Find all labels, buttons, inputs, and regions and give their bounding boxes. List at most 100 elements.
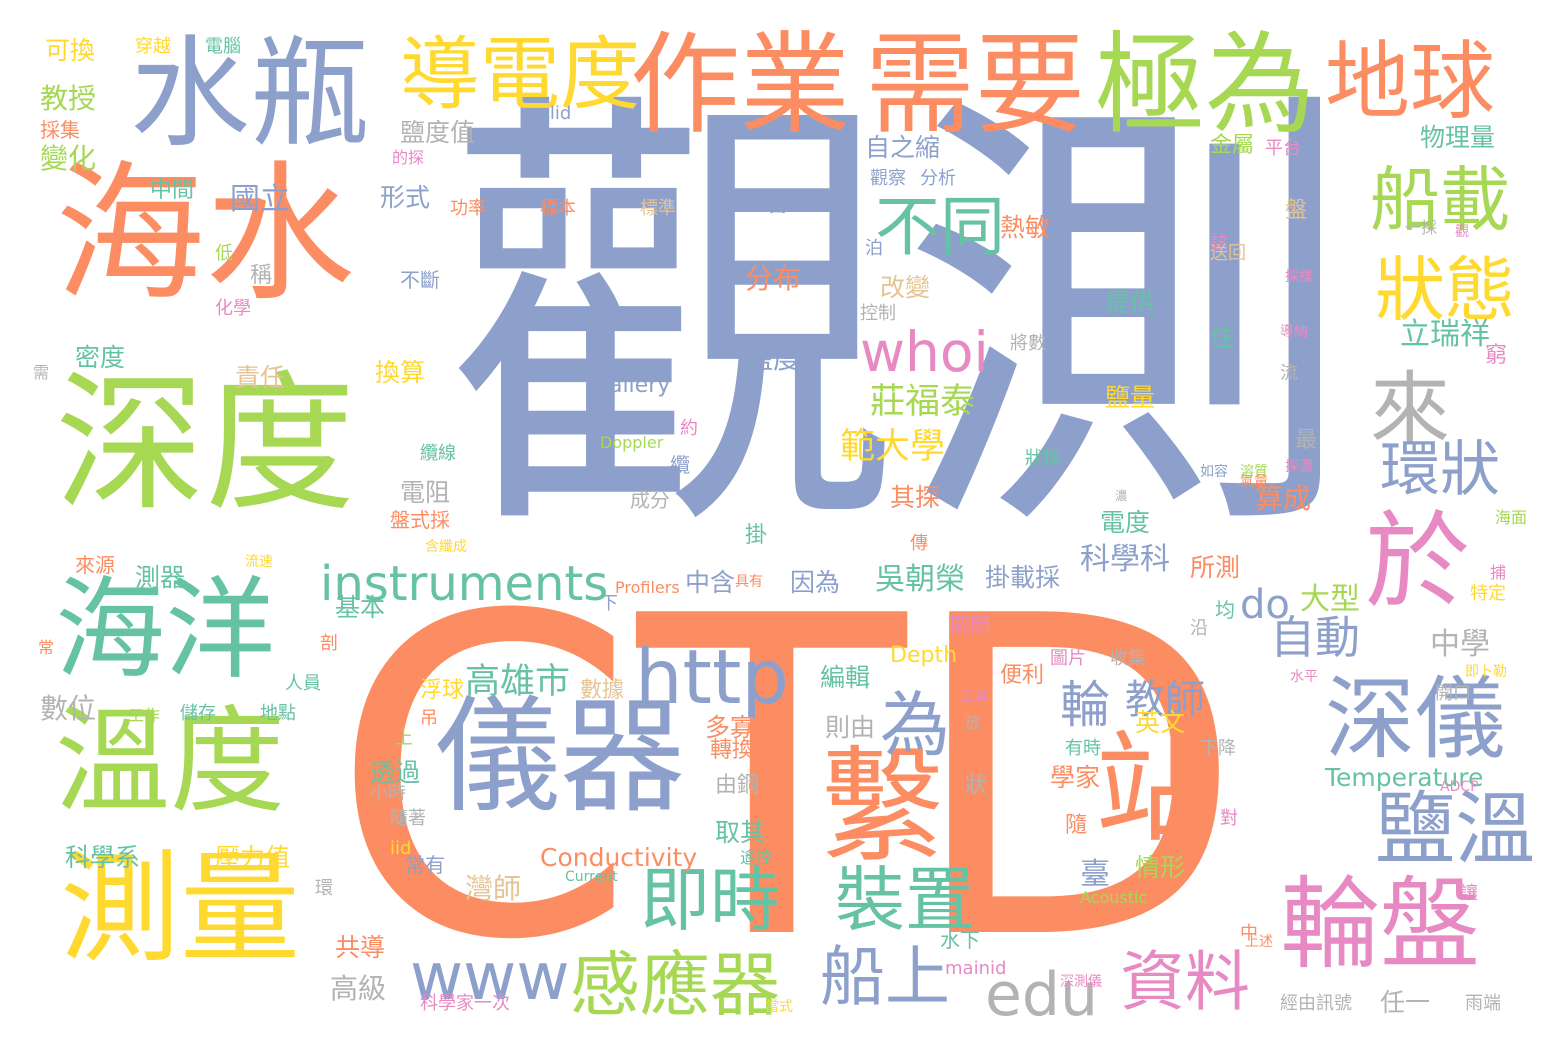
word-111: 數位: [40, 692, 97, 725]
word-185: 具有: [735, 574, 763, 590]
word-89: 成分: [630, 488, 670, 512]
word-11: 溫度: [55, 695, 286, 829]
word-15: 站: [1095, 720, 1215, 859]
word-146: ADCP: [1440, 779, 1479, 795]
word-157: 吊: [420, 708, 438, 729]
word-134: 共導: [335, 933, 386, 962]
word-167: 泊: [865, 238, 883, 259]
word-164: 環: [315, 878, 333, 899]
word-49: 穿越: [135, 36, 171, 57]
word-174: 一採: [1405, 218, 1438, 237]
word-160: 均: [1215, 598, 1235, 622]
word-22: 狀態: [1375, 249, 1515, 331]
word-70: 改變: [880, 273, 931, 302]
word-7: 極為: [1095, 21, 1315, 149]
word-100: 來源: [75, 553, 115, 577]
word-163: 上: [395, 728, 413, 749]
word-165: 需: [33, 363, 50, 382]
word-147: 住: [1210, 323, 1236, 352]
word-52: 採集: [40, 118, 80, 142]
word-37: 輪: [1060, 676, 1110, 734]
word-6: 需要: [865, 21, 1085, 149]
word-51: 教授: [40, 82, 97, 115]
word-140: 雨端: [1465, 993, 1501, 1014]
word-57: 功率: [450, 198, 486, 219]
word-183: 上述: [1245, 934, 1273, 950]
word-78: 低: [215, 243, 233, 264]
word-34: edu: [985, 960, 1099, 1030]
word-63: 鹽度值: [400, 118, 476, 147]
word-85: gallery: [595, 373, 671, 398]
word-65: 自之縮: [865, 133, 941, 162]
word-47: 中學: [1430, 627, 1490, 662]
word-99: 測器: [135, 563, 186, 592]
word-184: 如容: [1200, 464, 1228, 480]
word-137: mainid: [945, 958, 1007, 979]
word-96: 掛: [745, 523, 768, 548]
word-141: 經由訊號: [1280, 993, 1352, 1014]
word-125: 由鋼: [715, 773, 760, 798]
word-108: 收集: [1110, 648, 1146, 669]
word-69: 訊號: [1110, 203, 1155, 228]
word-28: instruments: [320, 556, 609, 612]
word-191: 溶質: [1240, 464, 1268, 480]
word-84: 換算: [375, 358, 426, 387]
word-161: 隨: [1065, 813, 1088, 838]
word-0: 觀測: [445, 58, 1355, 587]
word-120: Temperature: [1325, 763, 1484, 792]
word-25: whoi: [860, 320, 989, 384]
word-98: 所測: [1190, 553, 1241, 582]
word-88: 纜: [670, 453, 690, 477]
word-124: 透過: [370, 758, 421, 787]
word-31: www: [410, 940, 570, 1015]
word-104: Depth: [890, 643, 958, 668]
word-168: 傳: [910, 533, 928, 554]
word-64: clid: [540, 103, 572, 124]
word-112: 儲存: [180, 703, 216, 724]
word-53: 變化: [40, 142, 97, 175]
word-33: 船上: [820, 940, 951, 1015]
word-133: 灣師: [465, 872, 522, 905]
word-148: 最: [1295, 428, 1318, 453]
word-26: http: [635, 633, 789, 721]
word-182: 遙控: [740, 848, 773, 867]
word-106: 便利: [1000, 663, 1045, 688]
word-10: 海洋: [55, 566, 275, 694]
word-94: 因為: [790, 568, 841, 597]
word-129: 臺: [1080, 857, 1110, 892]
word-188: 工具: [960, 689, 988, 705]
word-126: 狀: [965, 773, 988, 798]
word-60: 會: [765, 188, 791, 217]
word-103: 關閉: [950, 613, 990, 637]
word-187: 即卜勒: [1465, 664, 1507, 680]
word-195: 導納: [1280, 324, 1308, 340]
word-132: 壓力值: [215, 843, 291, 872]
word-17: 來: [1370, 363, 1450, 456]
word-144: Acoustic: [1080, 888, 1148, 907]
word-179: 狀採: [1025, 448, 1061, 469]
word-50: 電腦: [205, 36, 241, 57]
word-21: 船載: [1370, 159, 1510, 241]
word-198: 濃: [1115, 489, 1128, 503]
word-109: 數據: [580, 678, 625, 703]
word-56: 形式: [380, 183, 431, 212]
word-176: 觀: [1455, 224, 1469, 240]
word-35: 資料: [1120, 945, 1251, 1020]
word-83: 責任: [235, 363, 286, 392]
word-67: 分析: [920, 168, 956, 189]
word-73: 將數: [1010, 333, 1046, 354]
word-197: 氣量: [1240, 474, 1268, 490]
word-20: 輪盤: [1280, 866, 1480, 983]
word-97: 掛載採: [985, 563, 1061, 592]
word-32: 感應器: [570, 944, 780, 1026]
word-62: 鹽度: [745, 342, 802, 375]
word-116: 多寡: [705, 713, 756, 742]
word-23: 環狀: [1380, 435, 1500, 505]
word-38: 教師: [1125, 677, 1205, 723]
word-86: Doppler: [600, 433, 664, 452]
word-102: Profilers: [615, 578, 680, 597]
word-77: 平台: [1265, 138, 1301, 159]
word-71: 控制: [860, 303, 896, 324]
word-152: 海面: [1495, 508, 1528, 527]
